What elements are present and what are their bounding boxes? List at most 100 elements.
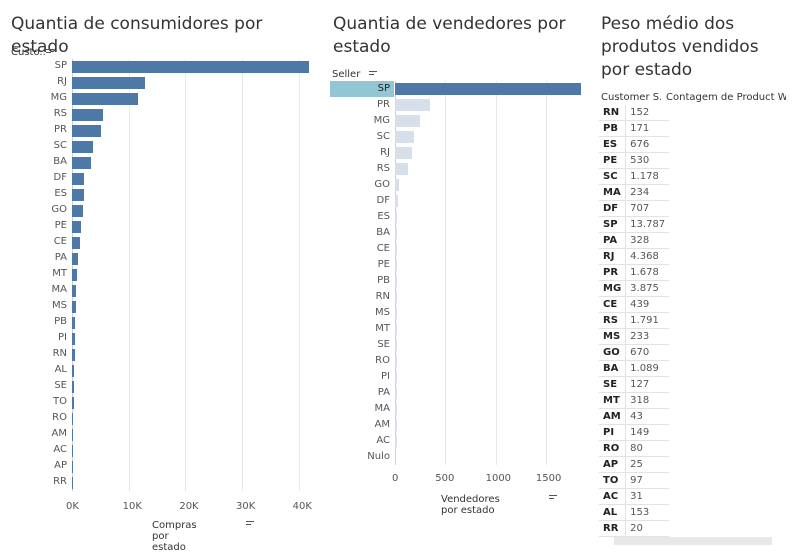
state-cell: PA <box>599 232 627 249</box>
bar <box>72 285 77 297</box>
count-cell: 318 <box>625 392 670 409</box>
table-row[interactable]: TO 97 <box>599 472 670 489</box>
table-row[interactable]: MT 318 <box>599 392 670 409</box>
state-cell: MT <box>599 392 627 409</box>
count-cell: 153 <box>625 504 670 521</box>
sort-icon[interactable] <box>549 495 557 502</box>
bar <box>395 339 397 351</box>
table-row[interactable]: GO 670 <box>599 344 670 361</box>
table-row[interactable]: MS 233 <box>599 328 670 345</box>
table-row[interactable]: RS 1.791 <box>599 312 670 329</box>
bar <box>395 275 397 287</box>
category-label: PR <box>54 124 67 135</box>
sellers-x-axis-title: Vendedores por estado <box>441 494 500 516</box>
state-cell: CE <box>599 296 627 313</box>
bar <box>72 477 73 489</box>
bar <box>72 125 101 137</box>
bar <box>72 157 92 169</box>
category-label: ES <box>377 211 390 222</box>
state-cell: PI <box>599 424 627 441</box>
count-cell: 149 <box>625 424 670 441</box>
bar <box>72 237 80 249</box>
table-row[interactable]: AL 153 <box>599 504 670 521</box>
count-cell: 4.368 <box>625 248 670 265</box>
table-row[interactable]: PB 171 <box>599 120 670 137</box>
count-cell: 439 <box>625 296 670 313</box>
table-row[interactable]: AP 25 <box>599 456 670 473</box>
table-row[interactable]: SP 13.787 <box>599 216 670 233</box>
category-label: MG <box>373 115 390 126</box>
gridline <box>495 81 497 465</box>
category-label: AM <box>374 419 390 430</box>
state-cell: AL <box>599 504 627 521</box>
table-row[interactable]: ES 676 <box>599 136 670 153</box>
state-cell: GO <box>599 344 627 361</box>
state-cell: MA <box>599 184 627 201</box>
table-row[interactable]: PR 1.678 <box>599 264 670 281</box>
category-label: PB <box>54 316 67 327</box>
table-row[interactable]: PA 328 <box>599 232 670 249</box>
bar <box>72 189 84 201</box>
table-row[interactable]: RR 20 <box>599 520 670 537</box>
bar <box>395 323 397 335</box>
bar <box>395 355 397 367</box>
gridline <box>128 59 130 491</box>
bar <box>72 301 77 313</box>
table-row[interactable]: AC 31 <box>599 488 670 505</box>
category-label: BA <box>376 227 390 238</box>
state-cell: PE <box>599 152 627 169</box>
state-cell: AC <box>599 488 627 505</box>
table-row[interactable]: RJ 4.368 <box>599 248 670 265</box>
table-header-state[interactable]: Customer S.. <box>601 92 661 103</box>
bar <box>72 429 73 441</box>
consumers-row-field-label[interactable]: Custo.. <box>11 47 46 58</box>
sort-icon[interactable] <box>46 49 54 56</box>
category-label: RO <box>375 355 390 366</box>
table-row[interactable]: RN 152 <box>599 105 670 121</box>
table-row[interactable]: PE 530 <box>599 152 670 169</box>
table-row[interactable]: AM 43 <box>599 408 670 425</box>
bar <box>72 333 75 345</box>
state-cell: RS <box>599 312 627 329</box>
category-label: AP <box>54 460 67 471</box>
category-label: PA <box>377 387 390 398</box>
state-cell: MS <box>599 328 627 345</box>
category-label: CE <box>53 236 67 247</box>
count-cell: 171 <box>625 120 670 137</box>
table-row[interactable]: SC 1.178 <box>599 168 670 185</box>
table-row[interactable]: MA 234 <box>599 184 670 201</box>
state-cell: PB <box>599 120 627 137</box>
state-cell: RN <box>599 105 627 121</box>
table-row[interactable]: PI 149 <box>599 424 670 441</box>
count-cell: 43 <box>625 408 670 425</box>
table-row[interactable]: MG 3.875 <box>599 280 670 297</box>
table-row[interactable]: DF 707 <box>599 200 670 217</box>
category-label: PI <box>381 371 390 382</box>
count-cell: 127 <box>625 376 670 393</box>
bar <box>72 109 103 121</box>
bar <box>72 365 75 377</box>
category-label: MS <box>52 300 67 311</box>
x-tick-label: 20K <box>179 501 199 512</box>
category-label: MA <box>51 284 67 295</box>
sort-icon[interactable] <box>246 521 254 528</box>
state-cell: TO <box>599 472 627 489</box>
bar <box>395 179 400 191</box>
state-cell: MG <box>599 280 627 297</box>
table-row[interactable]: CE 439 <box>599 296 670 313</box>
category-label: SP <box>54 60 67 71</box>
table-row[interactable]: RO 80 <box>599 440 670 457</box>
table-row[interactable]: BA 1.089 <box>599 360 670 377</box>
horizontal-scrollbar[interactable] <box>614 537 772 545</box>
weights-table-title: Peso médio dos produtos vendidos por est… <box>601 14 759 80</box>
count-cell: 234 <box>625 184 670 201</box>
category-label: RS <box>53 108 67 119</box>
bar <box>72 349 75 361</box>
table-row[interactable]: SE 127 <box>599 376 670 393</box>
sort-icon[interactable] <box>369 71 377 78</box>
state-cell: SE <box>599 376 627 393</box>
bar <box>395 435 397 447</box>
count-cell: 670 <box>625 344 670 361</box>
consumers-x-axis-title: Compras por estado <box>152 520 197 553</box>
table-header-count[interactable]: Contagem de Product We.. <box>666 92 786 103</box>
